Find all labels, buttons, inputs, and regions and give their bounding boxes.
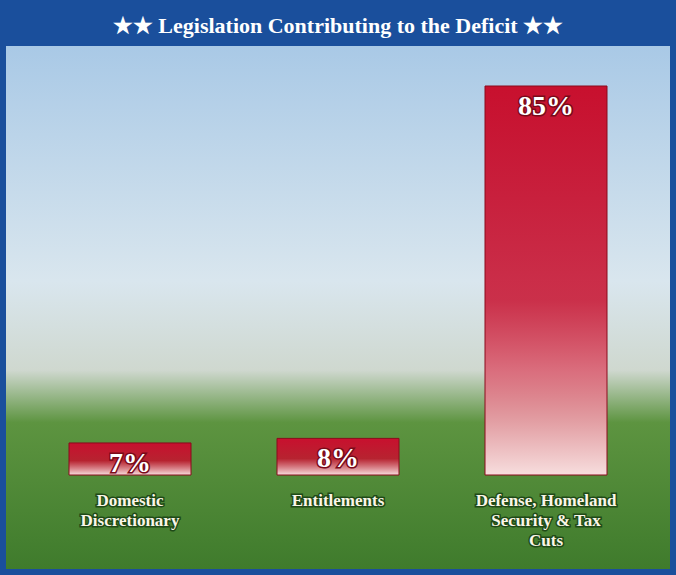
svg-text:85%: 85% xyxy=(518,90,574,121)
svg-text:8%: 8% xyxy=(317,442,359,473)
html-text:★★ Legislation Contributing to: ★★ Legislation Contributing to the Defic… xyxy=(112,13,564,38)
svg-text:DomesticDiscretionary: DomesticDiscretionary xyxy=(81,491,180,530)
svg-text:Entitlements: Entitlements xyxy=(292,491,385,510)
svg-text:Defense, HomelandSecurity & Ta: Defense, HomelandSecurity & TaxCuts xyxy=(476,491,617,550)
svg-text:7%: 7% xyxy=(109,447,151,478)
